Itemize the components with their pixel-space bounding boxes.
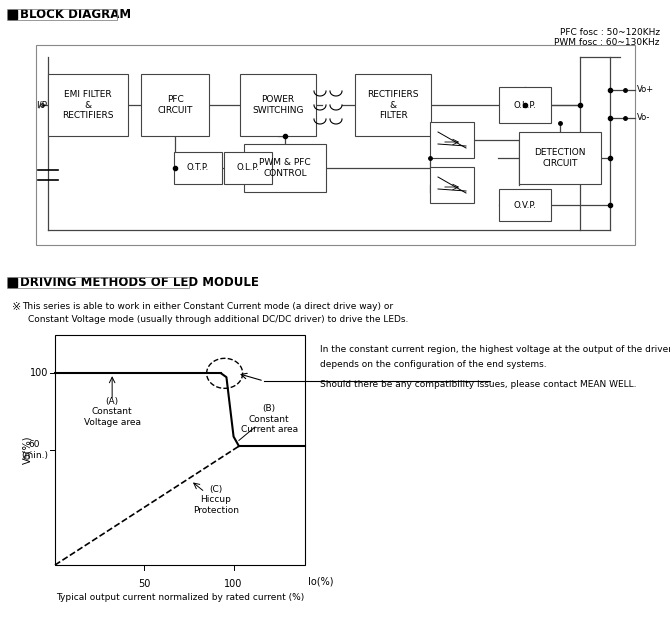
Bar [499, 189, 551, 221]
Bar [7, 277, 189, 288]
Text: (B)
Constant
Current area: (B) Constant Current area [241, 404, 298, 434]
Text: (C)
Hiccup
Protection: (C) Hiccup Protection [193, 485, 239, 515]
Text: O.T.P.: O.T.P. [187, 164, 209, 172]
Bar [430, 122, 474, 158]
Text: depends on the configuration of the end systems.: depends on the configuration of the end … [320, 360, 547, 369]
Text: BLOCK DIAGRAM: BLOCK DIAGRAM [20, 8, 131, 21]
Text: Typical output current normalized by rated current (%): Typical output current normalized by rat… [56, 593, 304, 602]
Bar [355, 74, 431, 136]
Text: Vo-: Vo- [637, 114, 651, 122]
Text: ※: ※ [12, 302, 21, 312]
Text: (A)
Constant
Voltage area: (A) Constant Voltage area [84, 397, 141, 426]
Bar [55, 335, 305, 565]
Text: Vo+: Vo+ [637, 85, 654, 95]
Bar [8, 278, 17, 287]
Text: PFC fosc : 50~120KHz
PWM fosc : 60~130KHz: PFC fosc : 50~120KHz PWM fosc : 60~130KH… [555, 28, 660, 48]
Bar [8, 10, 17, 19]
Text: I/P: I/P [36, 101, 47, 109]
Text: 100: 100 [29, 368, 48, 378]
Text: POWER
SWITCHING: POWER SWITCHING [252, 95, 304, 115]
Text: DETECTION
CIRCUIT: DETECTION CIRCUIT [534, 148, 586, 167]
Text: RECTIFIERS
&
FILTER: RECTIFIERS & FILTER [367, 90, 419, 120]
Bar [36, 45, 635, 245]
Bar [244, 144, 326, 192]
Text: This series is able to work in either Constant Current mode (a direct drive way): This series is able to work in either Co… [22, 302, 393, 311]
Bar [7, 9, 117, 20]
Text: Vo(%): Vo(%) [22, 436, 32, 464]
Bar [174, 152, 222, 184]
Text: 50: 50 [138, 579, 151, 589]
Text: EMI FILTER
&
RECTIFIERS: EMI FILTER & RECTIFIERS [62, 90, 114, 120]
Text: Io(%): Io(%) [308, 577, 334, 587]
Text: O.L.P.: O.L.P. [514, 101, 537, 109]
Text: Should there be any compatibility issues, please contact MEAN WELL.: Should there be any compatibility issues… [320, 380, 636, 389]
Bar [499, 87, 551, 123]
Text: In the constant current region, the highest voltage at the output of the driver: In the constant current region, the high… [320, 345, 670, 354]
Bar [430, 167, 474, 203]
Text: 100: 100 [224, 579, 243, 589]
Bar [519, 132, 601, 184]
Text: 60
(min.): 60 (min.) [21, 440, 48, 460]
Text: Constant Voltage mode (usually through additional DC/DC driver) to drive the LED: Constant Voltage mode (usually through a… [28, 315, 409, 324]
Text: O.V.P.: O.V.P. [514, 200, 537, 210]
Text: PFC
CIRCUIT: PFC CIRCUIT [157, 95, 193, 115]
Text: DRIVING METHODS OF LED MODULE: DRIVING METHODS OF LED MODULE [20, 276, 259, 289]
Bar [48, 74, 128, 136]
Bar [240, 74, 316, 136]
Text: PWM & PFC
CONTROL: PWM & PFC CONTROL [259, 158, 311, 178]
Bar [224, 152, 272, 184]
Text: O.L.P.: O.L.P. [237, 164, 259, 172]
Bar [141, 74, 209, 136]
